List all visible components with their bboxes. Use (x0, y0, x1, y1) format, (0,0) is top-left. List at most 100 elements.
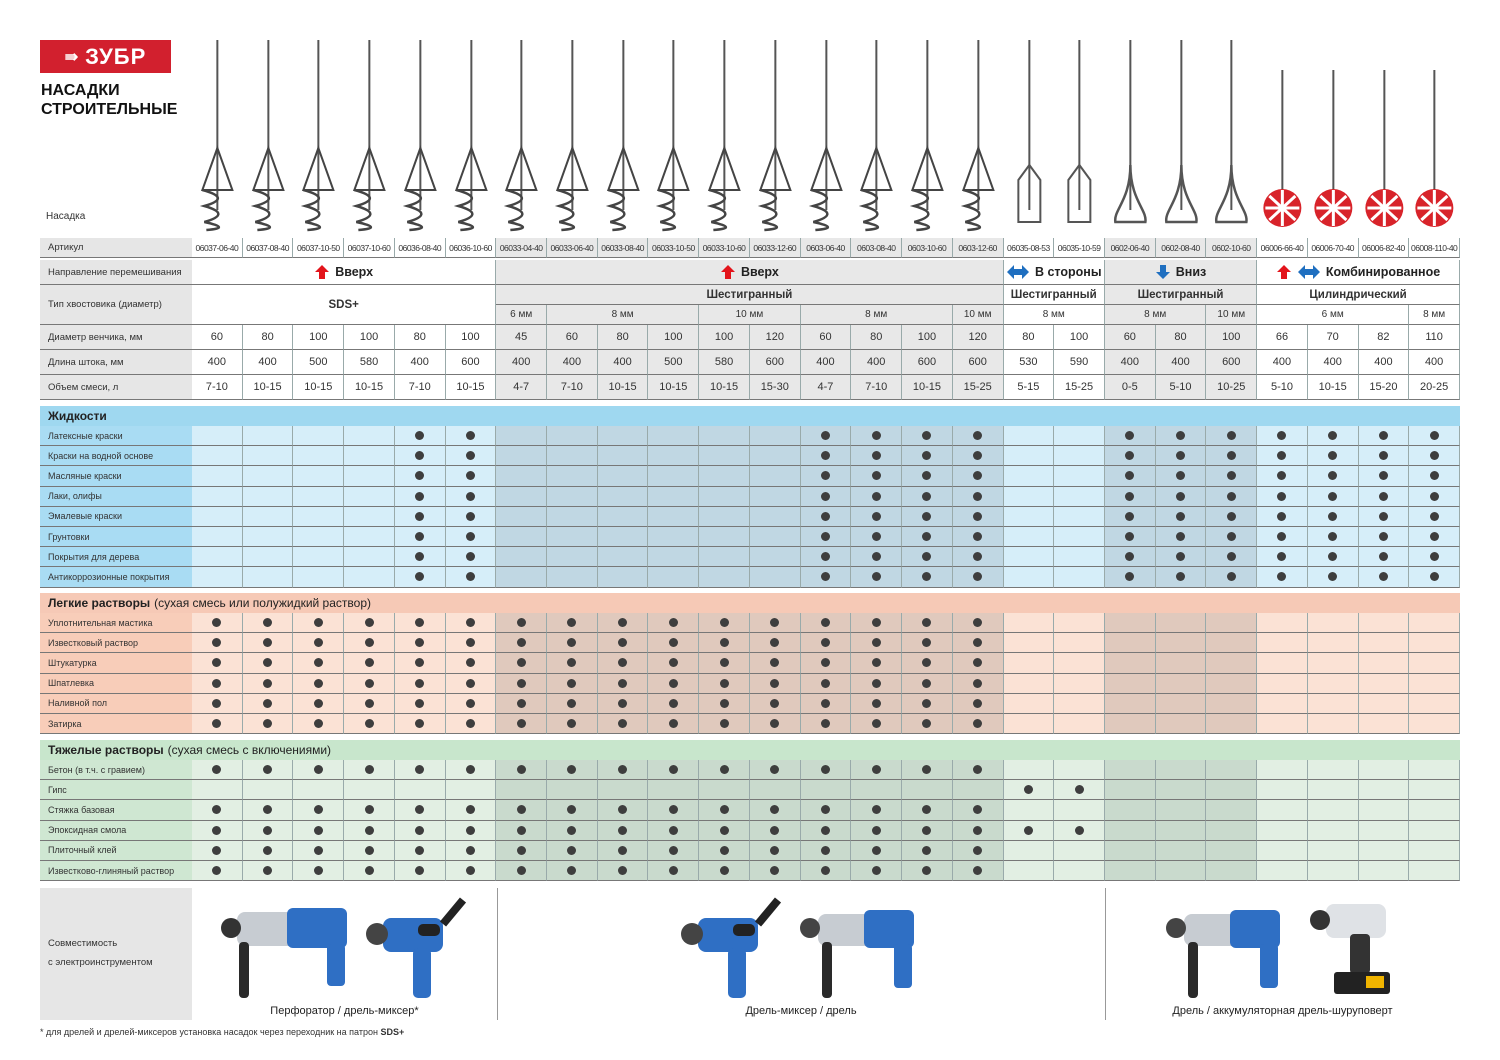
compat-cell (1257, 760, 1308, 781)
compat-cell (800, 506, 852, 527)
compatible-dot (1125, 532, 1135, 542)
compatible-dot (364, 719, 374, 729)
compatible-dot (516, 866, 526, 876)
compatible-dot (212, 658, 222, 668)
compatible-dot (263, 678, 273, 688)
compatible-dot (618, 618, 628, 628)
compat-cell (1257, 466, 1308, 487)
compatible-dot (1328, 471, 1338, 481)
length-cell: 400 (1409, 350, 1460, 375)
compat-cell (1206, 673, 1258, 694)
compat-cell (1003, 567, 1055, 588)
compatible-dot (313, 805, 323, 815)
compat-cell (496, 446, 548, 467)
compatible-dot (1226, 552, 1236, 562)
shank-type-cell: Шестигранный (496, 285, 1004, 305)
compatible-dot (618, 698, 628, 708)
footnote: * для дрелей и дрелей-миксеров установка… (40, 1027, 404, 1037)
diameter-cell: 100 (344, 325, 395, 350)
compatible-dot (313, 866, 323, 876)
section-subtitle: (сухая смесь с включениями) (167, 743, 332, 757)
compatible-dot (263, 825, 273, 835)
compatible-dot (567, 638, 577, 648)
compat-cell (344, 446, 395, 467)
compat-cell (597, 760, 649, 781)
compatible-dot (415, 471, 425, 481)
compat-cell (648, 840, 700, 861)
compatible-dot (1378, 552, 1388, 562)
tool-images-0 (192, 894, 497, 1004)
compatible-dot (770, 845, 780, 855)
compat-cell (1104, 800, 1156, 821)
compat-cell (242, 486, 294, 507)
compat-cell (1003, 446, 1055, 467)
compatible-dot (871, 825, 881, 835)
compatible-dot (1328, 532, 1338, 542)
compat-cell (496, 714, 548, 735)
material-label: Шпатлевка (40, 673, 192, 694)
compat-cell (547, 446, 598, 467)
shank-type-cell: Шестигранный (1003, 285, 1105, 305)
compat-cell (699, 567, 750, 588)
compat-cell (1358, 633, 1410, 654)
compat-cell (1104, 673, 1156, 694)
compat-cell (445, 486, 497, 507)
compatible-dot (1226, 471, 1236, 481)
compat-cell (293, 760, 345, 781)
compatible-dot (820, 451, 830, 461)
row-label-length: Длина штока, мм (40, 350, 192, 375)
section-title: Легкие растворы (48, 596, 151, 610)
compat-cell (1409, 673, 1460, 694)
compatible-dot (364, 845, 374, 855)
compatible-dot (364, 658, 374, 668)
compatible-dot (871, 552, 881, 562)
compat-cell (1409, 633, 1460, 654)
compatible-dot (567, 618, 577, 628)
compat-cell (902, 800, 953, 821)
compatible-dot (1125, 511, 1135, 521)
compatible-dot (668, 765, 678, 775)
compat-cell (749, 840, 801, 861)
drill-mixer-image (363, 894, 473, 1004)
footnote-bold: SDS+ (380, 1027, 405, 1037)
diameter-cell: 66 (1257, 325, 1308, 350)
compat-cell (344, 506, 395, 527)
direction-label: В стороны (1034, 265, 1102, 279)
compatible-dot (1277, 451, 1287, 461)
compat-cell (1054, 567, 1105, 588)
row-label-diameter: Диаметр венчика, мм (40, 325, 192, 350)
compat-cell (1003, 673, 1055, 694)
shank-size-cell: 8 мм (1003, 305, 1105, 325)
compat-cell (648, 673, 700, 694)
diameter-cell: 82 (1358, 325, 1410, 350)
compat-cell (851, 633, 903, 654)
compatible-dot (668, 825, 678, 835)
article-cell: 06006-70-40 (1307, 238, 1359, 258)
compat-cell (1003, 861, 1055, 882)
compatible-dot (770, 658, 780, 668)
compat-cell (1054, 653, 1105, 674)
compat-cell (1307, 613, 1359, 634)
compatible-dot (820, 491, 830, 501)
compat-cell (800, 780, 852, 801)
product-image-0603-10-60 (902, 40, 953, 235)
compat-caption: Перфоратор / дрель-миксер* (270, 1005, 419, 1017)
compat-cell (1206, 800, 1258, 821)
compat-cell (1257, 633, 1308, 654)
diameter-cell: 120 (749, 325, 801, 350)
compatible-dot (668, 618, 678, 628)
compatible-dot (1226, 532, 1236, 542)
compatible-dot (871, 532, 881, 542)
length-cell: 600 (445, 350, 497, 375)
compat-cell (1003, 527, 1055, 548)
length-cell: 400 (394, 350, 446, 375)
compatible-dot (922, 638, 932, 648)
volume-cell: 10-15 (648, 375, 700, 400)
shank-size-cell: 8 мм (1409, 305, 1460, 325)
compatible-dot (618, 678, 628, 688)
compat-cell (1104, 466, 1156, 487)
compat-cell (1003, 506, 1055, 527)
length-cell: 500 (293, 350, 345, 375)
compatible-dot (313, 719, 323, 729)
compatible-dot (820, 532, 830, 542)
